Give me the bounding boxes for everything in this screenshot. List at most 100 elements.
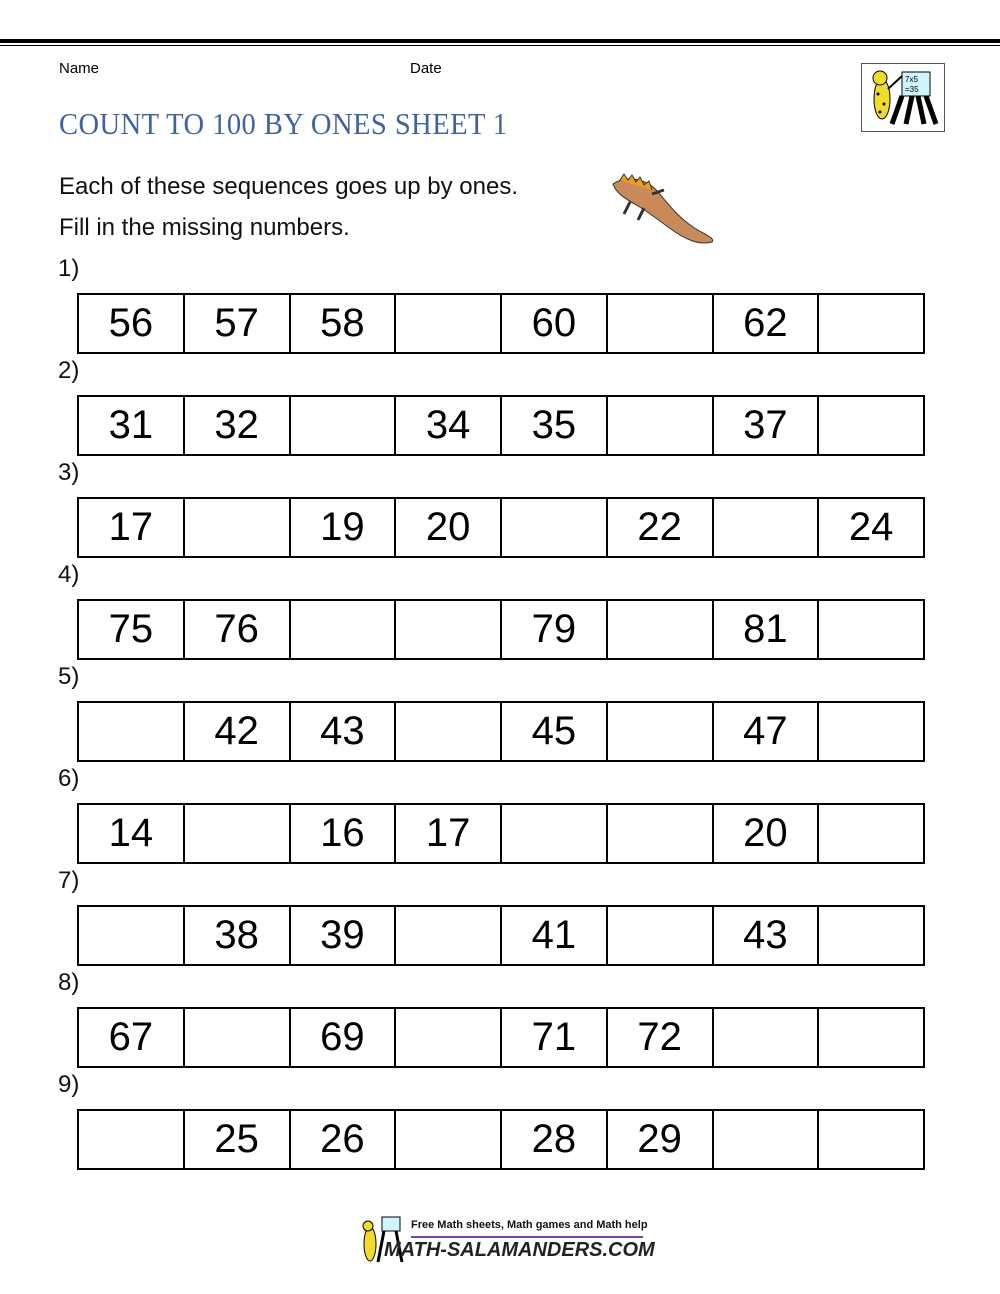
- question-number: 9): [58, 1071, 80, 1098]
- number-cell: 71: [502, 1009, 608, 1066]
- answer-blank-cell[interactable]: [502, 805, 608, 862]
- answer-blank-cell[interactable]: [396, 1009, 502, 1066]
- number-cell: 42: [185, 703, 291, 760]
- number-cell: 67: [79, 1009, 185, 1066]
- answer-blank-cell[interactable]: [185, 499, 291, 556]
- number-cell: 25: [185, 1111, 291, 1168]
- answer-blank-cell[interactable]: [185, 1009, 291, 1066]
- sequence-row: 38 39 41 43: [77, 905, 925, 966]
- svg-text:7x5: 7x5: [905, 75, 918, 84]
- question-number: 7): [58, 867, 80, 894]
- number-cell: 20: [714, 805, 820, 862]
- number-cell: 22: [608, 499, 714, 556]
- answer-blank-cell[interactable]: [819, 397, 923, 454]
- answer-blank-cell[interactable]: [714, 1009, 820, 1066]
- sequence-row: 56 57 58 60 62: [77, 293, 925, 354]
- page-title: COUNT TO 100 BY ONES SHEET 1: [59, 106, 508, 141]
- answer-blank-cell[interactable]: [396, 907, 502, 964]
- number-cell: 43: [291, 703, 397, 760]
- answer-blank-cell[interactable]: [396, 703, 502, 760]
- salamander-logo: 7x5 =35: [861, 63, 945, 132]
- answer-blank-cell[interactable]: [608, 703, 714, 760]
- question-number: 5): [58, 663, 80, 690]
- number-cell: 81: [714, 601, 820, 658]
- number-cell: 17: [79, 499, 185, 556]
- question-number: 3): [58, 459, 80, 486]
- answer-blank-cell[interactable]: [608, 907, 714, 964]
- answer-blank-cell[interactable]: [714, 1111, 820, 1168]
- answer-blank-cell[interactable]: [291, 601, 397, 658]
- number-cell: 17: [396, 805, 502, 862]
- number-cell: 38: [185, 907, 291, 964]
- answer-blank-cell[interactable]: [819, 1111, 923, 1168]
- answer-blank-cell[interactable]: [396, 601, 502, 658]
- instruction-line-2: Fill in the missing numbers.: [59, 214, 350, 241]
- answer-blank-cell[interactable]: [819, 805, 923, 862]
- number-cell: 35: [502, 397, 608, 454]
- question-number: 8): [58, 969, 80, 996]
- number-cell: 37: [714, 397, 820, 454]
- answer-blank-cell[interactable]: [79, 703, 185, 760]
- question-number: 2): [58, 357, 80, 384]
- answer-blank-cell[interactable]: [608, 805, 714, 862]
- number-cell: 41: [502, 907, 608, 964]
- answer-blank-cell[interactable]: [396, 1111, 502, 1168]
- answer-blank-cell[interactable]: [819, 1009, 923, 1066]
- number-cell: 39: [291, 907, 397, 964]
- header-rule-thin: [0, 45, 1000, 46]
- number-cell: 34: [396, 397, 502, 454]
- question-number: 1): [58, 255, 80, 282]
- answer-blank-cell[interactable]: [819, 703, 923, 760]
- sequence-row: 17 19 20 22 24: [77, 497, 925, 558]
- question-number: 6): [58, 765, 80, 792]
- number-cell: 79: [502, 601, 608, 658]
- number-cell: 69: [291, 1009, 397, 1066]
- number-cell: 32: [185, 397, 291, 454]
- answer-blank-cell[interactable]: [291, 397, 397, 454]
- number-cell: 60: [502, 295, 608, 352]
- number-cell: 43: [714, 907, 820, 964]
- sequence-row: 14 16 17 20: [77, 803, 925, 864]
- answer-blank-cell[interactable]: [79, 907, 185, 964]
- answer-blank-cell[interactable]: [608, 601, 714, 658]
- answer-blank-cell[interactable]: [819, 907, 923, 964]
- answer-blank-cell[interactable]: [608, 295, 714, 352]
- answer-blank-cell[interactable]: [79, 1111, 185, 1168]
- number-cell: 14: [79, 805, 185, 862]
- number-cell: 56: [79, 295, 185, 352]
- name-label: Name: [59, 60, 100, 77]
- number-cell: 72: [608, 1009, 714, 1066]
- number-cell: 57: [185, 295, 291, 352]
- answer-blank-cell[interactable]: [608, 397, 714, 454]
- number-cell: 31: [79, 397, 185, 454]
- newt-illustration: [608, 172, 718, 253]
- answer-blank-cell[interactable]: [819, 295, 923, 352]
- question-number: 4): [58, 561, 80, 588]
- sequence-row: 42 43 45 47: [77, 701, 925, 762]
- number-cell: 58: [291, 295, 397, 352]
- number-cell: 62: [714, 295, 820, 352]
- footer-tagline: Free Math sheets, Math games and Math he…: [411, 1219, 648, 1231]
- footer-logo: Free Math sheets, Math games and Math he…: [356, 1214, 655, 1266]
- number-cell: 26: [291, 1111, 397, 1168]
- answer-blank-cell[interactable]: [396, 295, 502, 352]
- answer-blank-cell[interactable]: [185, 805, 291, 862]
- number-cell: 16: [291, 805, 397, 862]
- number-cell: 47: [714, 703, 820, 760]
- answer-blank-cell[interactable]: [714, 499, 820, 556]
- sequence-row: 31 32 34 35 37: [77, 395, 925, 456]
- answer-blank-cell[interactable]: [502, 499, 608, 556]
- number-cell: 75: [79, 601, 185, 658]
- number-cell: 45: [502, 703, 608, 760]
- svg-text:=35: =35: [905, 85, 919, 94]
- number-cell: 28: [502, 1111, 608, 1168]
- number-cell: 20: [396, 499, 502, 556]
- footer-divider: [411, 1236, 643, 1238]
- answer-blank-cell[interactable]: [819, 601, 923, 658]
- header-rule: [0, 39, 1000, 43]
- sequence-row: 67 69 71 72: [77, 1007, 925, 1068]
- instruction-line-1: Each of these sequences goes up by ones.: [59, 173, 518, 200]
- number-cell: 76: [185, 601, 291, 658]
- sequence-row: 75 76 79 81: [77, 599, 925, 660]
